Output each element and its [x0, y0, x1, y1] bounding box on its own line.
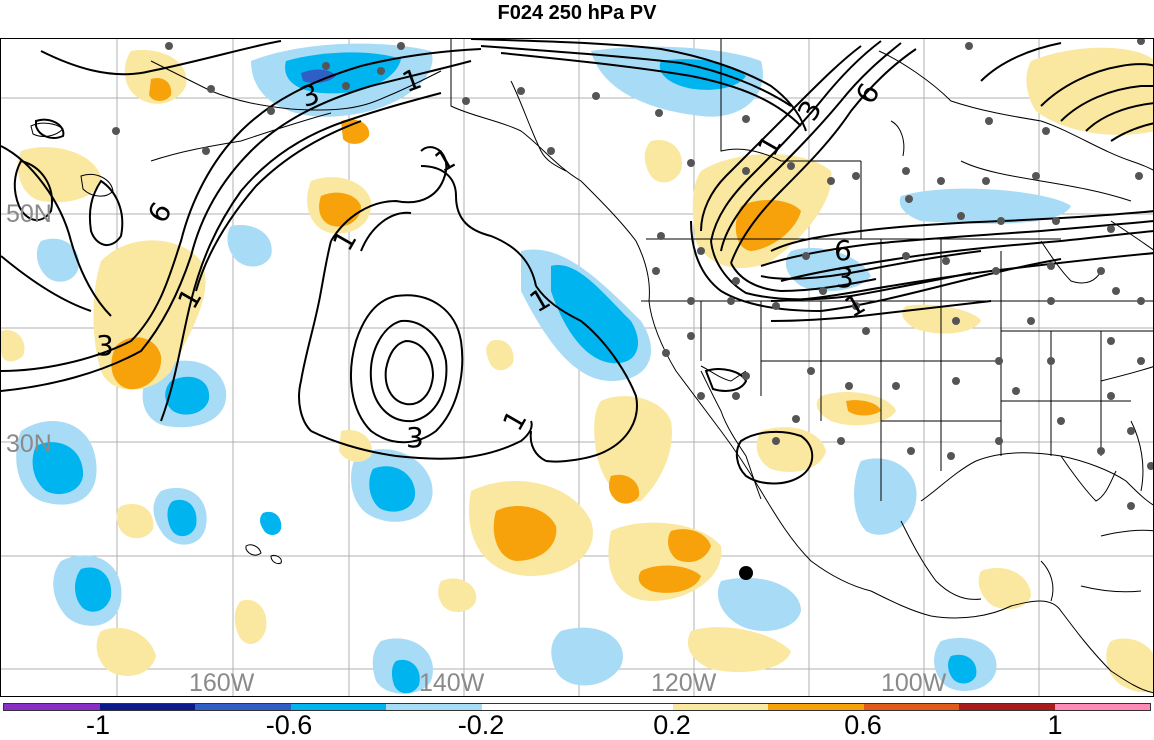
negative-pv-dark [301, 69, 336, 84]
colorbar-tick-neg1: -1 [85, 710, 111, 740]
colorbar-segment [768, 704, 864, 710]
colorbar-segment [195, 704, 291, 710]
contour-label-6: 6 [849, 77, 887, 110]
map-panel: 50N 30N 160W 140W 120W 100W 6 1 3 3 1 1 … [0, 38, 1154, 697]
lat-label-50n: 50N [6, 200, 52, 228]
contour-label-1: 1 [496, 404, 534, 437]
colorbar-segment [1054, 704, 1150, 710]
contour-label-3: 3 [836, 261, 854, 294]
map-title: F024 250 hPa PV [497, 2, 657, 24]
contour-label-1: 1 [171, 282, 209, 315]
contour-label-3: 3 [791, 94, 829, 127]
station-dots [112, 39, 1153, 510]
negative-pv-mid [32, 52, 977, 694]
contour-label-6: 6 [834, 234, 852, 267]
contour-label-1: 1 [523, 281, 556, 320]
contour-label-1: 1 [326, 224, 364, 257]
colorbar-segment [481, 704, 577, 710]
contour-labels: 6 1 3 3 1 1 1 1 1 3 1 3 6 6 3 1 [1, 39, 1153, 696]
colorbar [3, 703, 1151, 711]
colorbar-segment [290, 704, 386, 710]
colorbar-segment [863, 704, 959, 710]
marker-dot [739, 566, 753, 580]
colorbar-segment [386, 704, 482, 710]
lon-label-140w: 140W [419, 669, 485, 697]
contour-label-1: 1 [428, 141, 461, 180]
colorbar-segment [4, 704, 100, 710]
lon-label-120w: 120W [651, 669, 717, 697]
colorbar-tick-neg06: -0.6 [265, 710, 313, 740]
contour-label-1: 1 [397, 61, 426, 100]
lat-label-30n: 30N [6, 430, 52, 458]
contour-label-1: 1 [838, 286, 871, 325]
contour-label-3: 3 [295, 76, 324, 115]
contour-label-3: 3 [406, 421, 424, 454]
contour-label-6: 6 [141, 196, 179, 229]
coastlines-and-borders [30, 39, 1153, 694]
colorbar-segment [577, 704, 673, 710]
lon-label-160w: 160W [189, 669, 255, 697]
pv-contours [1, 39, 1153, 485]
colorbar-segment [672, 704, 768, 710]
pv-map [1, 39, 1153, 696]
contour-label-3: 3 [96, 329, 114, 362]
colorbar-tick-02: 0.2 [653, 710, 691, 740]
colorbar-tick-06: 0.6 [844, 710, 882, 740]
colorbar-segment [959, 704, 1055, 710]
colorbar-segment [99, 704, 195, 710]
colorbar-tick-1: 1 [1047, 710, 1063, 740]
contour-label-1: 1 [751, 129, 789, 162]
colorbar-tick-neg02: -0.2 [457, 710, 505, 740]
lon-label-100w: 100W [881, 669, 947, 697]
positive-pv-light [1, 47, 1153, 693]
